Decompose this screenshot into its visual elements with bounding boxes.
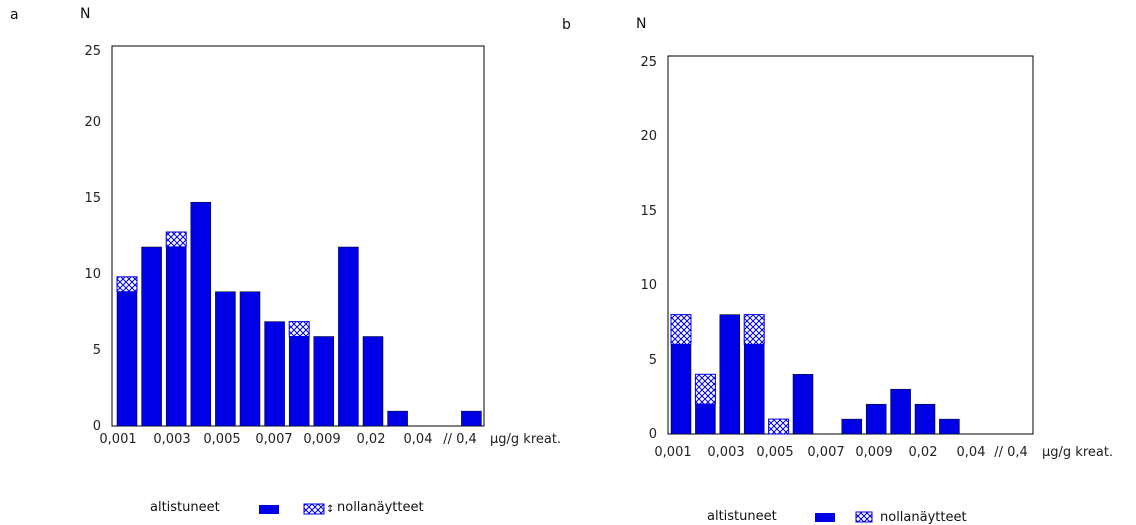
panel-a-bar-exposed (461, 410, 482, 427)
panel-b-bar-exposed (719, 314, 741, 435)
panel-b-x-tick: 0,04 (957, 445, 986, 460)
panel-b-x-ticks: 0,001 0,003 0,005 0,007 0,009 0,02 0,04 … (654, 445, 1113, 460)
panel-b-x-tick: 0,007 (807, 445, 844, 460)
panel-b-legend: altistuneet nollanäytteet (707, 509, 967, 525)
legend-b-zero-label: nollanäytteet (880, 510, 967, 525)
panel-a-bar-exposed (264, 321, 285, 427)
panel-a-x-tick: 0,001 (99, 432, 136, 447)
panel-a-x-tick: // 0,4 (443, 432, 477, 447)
panel-a-x-tick: 0,003 (153, 432, 190, 447)
panel-a-x-tick: 0,007 (255, 432, 292, 447)
panel-a-x-tick: 0,009 (303, 432, 340, 447)
panel-b-x-tick: 0,001 (654, 445, 691, 460)
panel-a-x-axis-label: µg/g kreat. (490, 432, 561, 447)
panel-a-bar-exposed (288, 336, 310, 427)
panel-b-bar-exposed (670, 344, 692, 435)
panel-b-bar-exposed (865, 403, 887, 435)
panel-b-x-tick: 0,003 (707, 445, 744, 460)
panel-a-bars (116, 201, 482, 427)
panel-a: a N 0 5 10 15 20 25 0,001 0,003 0,005 0,… (10, 6, 561, 515)
panel-a-bar-exposed (116, 291, 138, 427)
panel-a-y-axis-label: N (80, 6, 90, 22)
panel-b-bar-zero-sample (670, 314, 692, 345)
panel-a-bar-exposed (215, 291, 236, 427)
legend-b-exposed-label: altistuneet (707, 509, 777, 524)
panel-b-bar-zero-sample (768, 418, 790, 435)
panel-b-x-axis-label: µg/g kreat. (1042, 445, 1113, 460)
panel-a-bar-exposed (239, 291, 261, 427)
panel-a-y-tick: 25 (84, 44, 101, 59)
panel-a-y-tick: 5 (93, 343, 101, 358)
panel-a-y-ticks: 0 5 10 15 20 25 (84, 44, 101, 434)
panel-a-x-tick: 0,04 (404, 432, 433, 447)
panel-b-bar-exposed (841, 418, 863, 435)
panel-b-bar-exposed (695, 403, 716, 435)
panel-a-y-tick: 20 (84, 115, 101, 130)
legend-b-exposed-swatch (815, 513, 835, 522)
panel-b-y-ticks: 0 5 10 15 20 25 (640, 55, 657, 442)
panel-a-legend: altistuneet ↕ nollanäytteet (150, 500, 424, 515)
panel-b-bar-exposed (743, 344, 765, 435)
panel-b-y-tick: 25 (640, 55, 657, 70)
panel-a-bar-zero-sample (116, 276, 138, 293)
panel-a-bar-exposed (338, 246, 359, 427)
panel-b-bar-exposed (939, 418, 960, 435)
panel-b-bar-exposed (914, 403, 936, 435)
panel-b-bar-zero-sample (694, 373, 716, 405)
panel-b-y-tick: 20 (640, 129, 657, 144)
panel-a-x-tick: 0,005 (203, 432, 240, 447)
panel-a-bar-exposed (362, 336, 384, 427)
panel-b-bar-zero-sample (743, 314, 765, 345)
panel-a-y-tick: 10 (84, 267, 101, 282)
panel-b-label: b (562, 17, 571, 33)
panel-b-bar-exposed (792, 374, 814, 435)
panel-a-bar-exposed (313, 336, 335, 427)
panel-a-x-tick: 0,02 (357, 432, 386, 447)
panel-b-y-tick: 15 (640, 204, 657, 219)
panel-b-y-axis-label: N (636, 16, 646, 32)
panel-b-x-tick: // 0,4 (994, 445, 1028, 460)
panel-b-x-tick: 0,02 (909, 445, 938, 460)
panel-b-y-tick: 0 (649, 427, 657, 442)
panel-b-y-tick: 10 (640, 278, 657, 293)
panel-a-x-ticks: 0,001 0,003 0,005 0,007 0,009 0,02 0,04 … (99, 432, 561, 447)
legend-a-exposed-swatch (259, 505, 279, 514)
panel-b-bars (670, 314, 960, 435)
panel-a-bar-exposed (165, 246, 187, 427)
panel-b-x-tick: 0,009 (855, 445, 892, 460)
panel-a-bar-zero-sample (165, 231, 187, 248)
legend-a-zero-label: nollanäytteet (337, 500, 424, 515)
panel-a-y-tick: 15 (84, 191, 101, 206)
legend-a-zero-swatch (303, 503, 325, 515)
legend-a-zero-suffix: ↕ (326, 504, 334, 515)
panel-a-bar-exposed (190, 201, 212, 427)
panel-b-x-tick: 0,005 (756, 445, 793, 460)
legend-b-zero-swatch (855, 511, 873, 523)
panel-a-y-tick: 0 (93, 419, 101, 434)
panel-b-y-tick: 5 (649, 353, 657, 368)
panel-a-label: a (10, 7, 19, 23)
legend-a-exposed-label: altistuneet (150, 500, 220, 515)
panel-b: b N 0 5 10 15 20 25 0,001 0,003 0,005 0,… (562, 16, 1113, 525)
panel-a-bar-zero-sample (288, 321, 310, 338)
panel-b-bar-exposed (890, 388, 911, 435)
panel-a-bar-exposed (387, 410, 408, 427)
panel-a-bar-exposed (141, 246, 162, 427)
